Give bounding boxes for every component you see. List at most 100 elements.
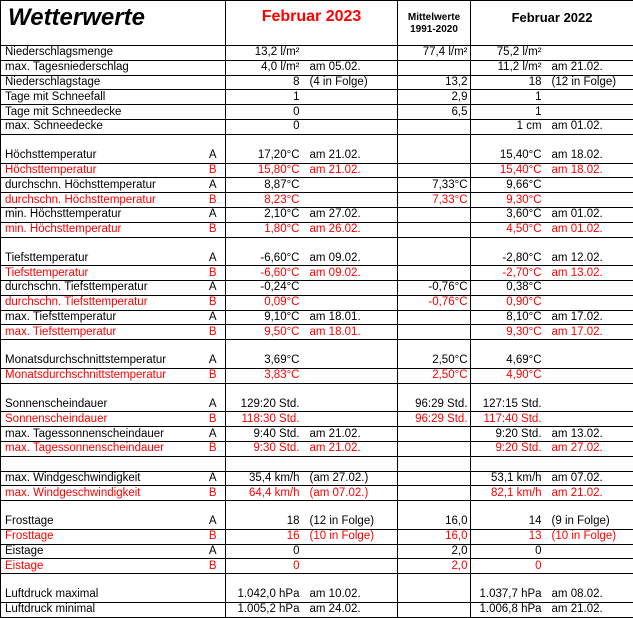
spacer-row <box>1 134 633 148</box>
row-label: Eistage <box>1 559 201 574</box>
empty-cell <box>471 501 545 515</box>
empty-cell <box>201 456 226 471</box>
note-2022: am 01.02. <box>545 120 633 135</box>
note-2023: am 09.02. <box>303 266 398 281</box>
station-class <box>201 105 226 120</box>
value-2022: 1 <box>471 90 545 105</box>
note-2023 <box>303 281 398 296</box>
empty-cell <box>226 456 303 471</box>
station-class: A <box>201 149 226 163</box>
value-2022: 1 <box>471 105 545 120</box>
row-label: max. Schneedecke <box>1 120 201 135</box>
station-class: B <box>201 193 226 208</box>
empty-cell <box>471 237 545 251</box>
note-2022: am 01.02. <box>545 207 633 222</box>
station-class: B <box>201 266 226 281</box>
empty-cell <box>545 456 633 471</box>
value-mean <box>398 486 471 501</box>
value-2023: 2,10°C <box>226 207 303 222</box>
value-2022: 1.006,8 hPa <box>471 602 545 617</box>
value-2022: -2,70°C <box>471 266 545 281</box>
note-2023: am 21.02. <box>303 427 398 442</box>
empty-cell <box>303 237 398 251</box>
value-mean <box>398 222 471 237</box>
value-2023: 9,10°C <box>226 310 303 325</box>
station-class: A <box>201 471 226 486</box>
row-label: durchschn. Tiefsttemperatur <box>1 295 201 310</box>
spacer-row <box>1 237 633 251</box>
row-label: Monatsdurchschnittstemperatur <box>1 368 201 383</box>
value-mean: 96:29 Std. <box>398 398 471 412</box>
value-mean <box>398 588 471 602</box>
note-2023: am 21.02. <box>303 441 398 456</box>
note-2023: am 09.02. <box>303 251 398 265</box>
value-2023: 18 <box>226 515 303 529</box>
note-2022: am 13.02. <box>545 266 633 281</box>
empty-cell <box>201 501 226 515</box>
empty-cell <box>303 456 398 471</box>
value-mean <box>398 60 471 75</box>
station-class <box>201 90 226 105</box>
empty-cell <box>303 340 398 354</box>
empty-cell <box>226 340 303 354</box>
value-2022: 0,90°C <box>471 295 545 310</box>
row-label: max. Tiefsttemperatur <box>1 325 201 340</box>
empty-cell <box>226 574 303 588</box>
value-2022: 9:20 Std. <box>471 441 545 456</box>
note-2022: am 17.02. <box>545 310 633 325</box>
empty-cell <box>303 501 398 515</box>
station-class: A <box>201 281 226 296</box>
station-class <box>201 120 226 135</box>
value-2023: 0 <box>226 559 303 574</box>
note-2023 <box>303 105 398 120</box>
empty-cell <box>398 456 471 471</box>
empty-cell <box>545 237 633 251</box>
row-label: Tiefsttemperatur <box>1 266 201 281</box>
note-2023 <box>303 193 398 208</box>
empty-cell <box>398 134 471 148</box>
empty-cell <box>398 383 471 397</box>
note-2022 <box>545 46 633 61</box>
row-label: max. Tagessonnenscheindauer <box>1 441 201 456</box>
note-2023 <box>303 295 398 310</box>
value-2022: -2,80°C <box>471 251 545 265</box>
station-class: A <box>201 251 226 265</box>
station-class: B <box>201 441 226 456</box>
note-2023: (4 in Folge) <box>303 75 398 90</box>
station-class: B <box>201 412 226 427</box>
empty-cell <box>471 456 545 471</box>
value-mean: 96:29 Std. <box>398 412 471 427</box>
value-mean <box>398 120 471 135</box>
empty-cell <box>471 574 545 588</box>
empty-cell <box>545 340 633 354</box>
note-2022: am 18.02. <box>545 149 633 163</box>
note-2023 <box>303 412 398 427</box>
row-label: Sonnenscheindauer <box>1 398 201 412</box>
note-2022: am 01.02. <box>545 222 633 237</box>
empty-cell <box>545 383 633 397</box>
empty-cell <box>1 134 201 148</box>
empty-cell <box>1 501 201 515</box>
note-2022: am 12.02. <box>545 251 633 265</box>
note-2022: (9 in Folge) <box>545 515 633 529</box>
value-mean <box>398 325 471 340</box>
station-class: B <box>201 295 226 310</box>
note-2022 <box>545 193 633 208</box>
row-label: max. Windgeschwindigkeit <box>1 471 201 486</box>
row-label: max. Tiefsttemperatur <box>1 310 201 325</box>
